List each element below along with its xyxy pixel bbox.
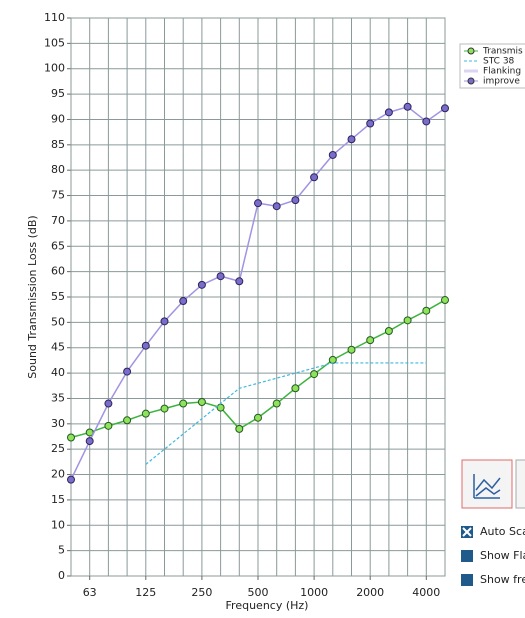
y-tick-label: 95 — [51, 87, 65, 100]
legend-swatch — [467, 47, 475, 55]
y-tick-label: 70 — [51, 214, 65, 227]
data-point — [291, 196, 300, 205]
y-tick-label: 100 — [44, 62, 65, 75]
data-point — [197, 280, 206, 289]
y-tick-label: 110 — [44, 11, 65, 24]
x-tick-label: 500 — [248, 586, 269, 599]
data-point — [179, 399, 188, 408]
data-point — [366, 119, 375, 128]
y-tick-label: 35 — [51, 391, 65, 404]
data-point — [67, 433, 75, 442]
data-point — [141, 341, 150, 350]
x-tick-label: 125 — [135, 586, 156, 599]
data-point — [197, 398, 206, 407]
y-tick-label: 0 — [58, 569, 65, 582]
chart-type-button[interactable] — [461, 459, 513, 509]
data-point — [384, 326, 393, 335]
legend-label: Flanking — [483, 67, 521, 77]
data-point — [254, 199, 262, 208]
data-point — [328, 150, 337, 159]
data-point — [104, 421, 113, 430]
checkbox[interactable] — [461, 574, 473, 586]
x-tick-label: 1000 — [300, 586, 328, 599]
x-tick-label: 2000 — [356, 586, 384, 599]
y-tick-label: 50 — [51, 315, 65, 328]
y-tick-label: 105 — [44, 36, 65, 49]
data-point — [216, 403, 225, 412]
data-point — [384, 108, 393, 117]
y-tick-label: 55 — [51, 290, 65, 303]
checkbox-label[interactable]: Show fre — [480, 573, 525, 586]
y-tick-label: 85 — [51, 138, 65, 151]
legend-label: Transmis — [482, 47, 523, 57]
y-tick-label: 90 — [51, 112, 65, 125]
data-point — [254, 413, 262, 422]
y-tick-label: 25 — [51, 442, 65, 455]
y-tick-label: 80 — [51, 163, 65, 176]
y-tick-label: 45 — [51, 341, 65, 354]
data-point — [104, 399, 113, 408]
x-tick-label: 250 — [191, 586, 212, 599]
data-point — [441, 296, 449, 305]
data-point — [160, 317, 169, 326]
x-tick-label: 63 — [83, 586, 97, 599]
button-frame[interactable] — [515, 459, 525, 509]
data-point — [123, 367, 132, 376]
legend-label: improve — [483, 77, 520, 87]
data-point — [272, 399, 281, 408]
data-point — [123, 416, 132, 425]
data-point — [235, 424, 244, 433]
data-point — [441, 104, 449, 113]
data-point — [272, 202, 281, 211]
data-point — [310, 370, 319, 379]
data-point — [141, 409, 150, 418]
data-point — [403, 102, 412, 111]
y-tick-label: 65 — [51, 239, 65, 252]
data-point — [422, 117, 431, 126]
legend-label: STC 38 — [483, 57, 515, 67]
data-point — [347, 345, 356, 354]
y-tick-label: 30 — [51, 417, 65, 430]
legend-swatch — [467, 77, 475, 85]
data-point — [366, 336, 375, 345]
y-tick-label: 10 — [51, 518, 65, 531]
data-point — [179, 297, 188, 306]
button-icon — [473, 474, 501, 499]
y-axis-title: Sound Transmission Loss (dB) — [26, 215, 39, 378]
data-point — [347, 135, 356, 144]
checkbox-label[interactable]: Auto Sca — [480, 525, 525, 538]
y-tick-label: 15 — [51, 493, 65, 506]
checkbox[interactable] — [461, 550, 473, 562]
data-point — [85, 437, 94, 446]
checkbox-check — [462, 527, 472, 537]
data-point — [235, 277, 244, 286]
data-point — [160, 404, 169, 413]
y-tick-label: 5 — [58, 544, 65, 557]
y-tick-label: 40 — [51, 366, 65, 379]
y-tick-label: 20 — [51, 468, 65, 481]
data-point — [216, 272, 225, 281]
x-tick-label: 4000 — [412, 586, 440, 599]
data-point — [67, 475, 75, 484]
y-tick-label: 60 — [51, 265, 65, 278]
data-point — [291, 384, 300, 393]
series-line — [145, 362, 427, 465]
checkbox-label[interactable]: Show Fla — [480, 549, 525, 562]
x-axis-title: Frequency (Hz) — [226, 599, 309, 612]
data-point — [422, 306, 431, 315]
data-point — [310, 173, 319, 182]
y-tick-label: 75 — [51, 189, 65, 202]
data-point — [403, 316, 412, 325]
